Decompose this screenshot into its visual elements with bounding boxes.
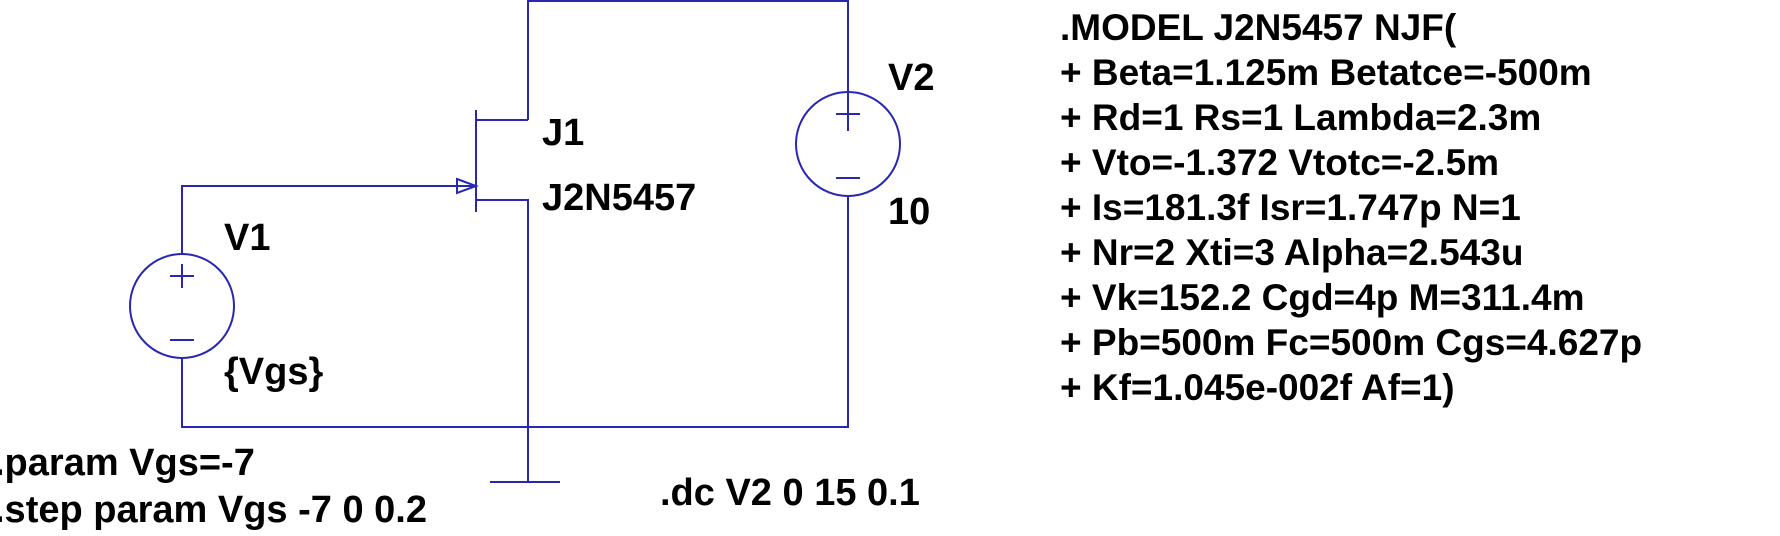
wire-drain-to-v2 [527,0,849,131]
model-line: + Vto=-1.372 Vtotc=-2.5m [1060,142,1499,183]
model-line: + Rd=1 Rs=1 Lambda=2.3m [1060,97,1541,138]
jfet-gate-arrow-icon [456,177,479,195]
model-line: + Pb=500m Fc=500m Cgs=4.627p [1060,322,1642,363]
voltage-source-v2[interactable] [795,91,901,197]
voltage-source-v1[interactable] [129,238,235,374]
wire-v1-minus-to-ground [181,359,528,428]
wire-source-to-ground [476,199,529,482]
j1-name-label: J1 [542,112,584,154]
jfet-j1[interactable] [456,110,528,212]
v2-value-label: 10 [888,191,930,233]
wires [181,0,849,482]
model-line: + Beta=1.125m Betatce=-500m [1060,52,1592,93]
v2-circle [795,91,901,197]
dc-directive[interactable]: .dc V2 0 15 0.1 [660,472,920,514]
model-line: + Vk=152.2 Cgd=4p M=311.4m [1060,277,1585,318]
v2-name-label: V2 [888,57,934,99]
j1-model-label: J2N5457 [542,177,696,219]
model-line: + Nr=2 Xti=3 Alpha=2.543u [1060,232,1523,273]
wire-v1-plus-to-gate [181,185,457,254]
model-block[interactable]: .MODEL J2N5457 NJF( + Beta=1.125m Betatc… [1060,7,1642,408]
step-directive[interactable]: .step param Vgs -7 0 0.2 [0,489,427,531]
wire-v2-to-ground [528,197,849,428]
v1-name-label: V1 [224,217,270,259]
param-directive[interactable]: .param Vgs=-7 [0,442,255,484]
model-line: .MODEL J2N5457 NJF( [1060,7,1457,48]
model-line: + Kf=1.045e-002f Af=1) [1060,367,1455,408]
model-line: + Is=181.3f Isr=1.747p N=1 [1060,187,1521,228]
v1-value-label: {Vgs} [224,351,323,393]
